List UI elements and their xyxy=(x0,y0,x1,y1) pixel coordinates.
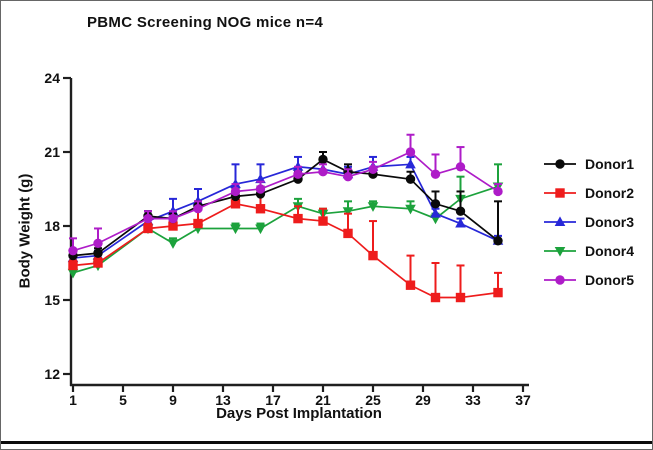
donor4-triangle-down-icon xyxy=(544,246,576,257)
legend: Donor1 Donor2 Donor3 Donor4 Donor5 xyxy=(542,149,634,294)
data-point-donor5 xyxy=(168,213,178,224)
data-point-donor5 xyxy=(493,186,503,197)
data-point-donor5 xyxy=(405,147,416,157)
data-point-donor1 xyxy=(318,154,328,165)
data-point-donor5 xyxy=(455,162,466,172)
data-point-donor2 xyxy=(343,228,353,239)
y-tick-label: 15 xyxy=(44,292,60,308)
donor2-square-icon xyxy=(544,187,576,198)
y-tick-label: 24 xyxy=(44,70,60,86)
series-donor1 xyxy=(68,151,503,261)
donor5-circle-icon xyxy=(544,274,576,285)
y-tick-label: 12 xyxy=(44,366,60,382)
donor1-circle-icon xyxy=(544,158,576,169)
data-point-donor4 xyxy=(67,268,79,279)
legend-item-donor4: Donor4 xyxy=(542,236,634,265)
data-point-donor2 xyxy=(230,199,241,209)
data-point-donor5 xyxy=(255,184,266,194)
data-point-donor2 xyxy=(293,213,303,224)
x-tick-label: 21 xyxy=(315,392,331,408)
data-point-donor2 xyxy=(368,250,378,261)
x-tick-label: 1 xyxy=(69,392,77,408)
legend-symbol-donor3 xyxy=(554,215,566,226)
data-point-donor5 xyxy=(193,204,203,214)
data-point-donor2 xyxy=(430,292,441,303)
data-point-donor5 xyxy=(68,245,78,256)
x-tick-label: 5 xyxy=(119,392,127,408)
bottom-rule xyxy=(1,441,652,444)
data-point-donor3 xyxy=(405,158,416,169)
legend-symbol-donor2 xyxy=(555,187,565,198)
data-point-donor3 xyxy=(455,217,466,228)
chart-title: PBMC Screening NOG mice n=4 xyxy=(87,14,324,31)
legend-label-donor3: Donor3 xyxy=(585,213,634,230)
data-point-donor1 xyxy=(493,236,503,246)
y-tick-label: 18 xyxy=(44,218,60,234)
data-point-donor5 xyxy=(368,164,378,174)
data-point-donor2 xyxy=(93,258,103,268)
data-point-donor2 xyxy=(255,204,266,214)
data-point-donor5 xyxy=(93,238,103,248)
data-point-donor5 xyxy=(343,171,353,182)
data-point-donor5 xyxy=(318,167,328,177)
data-point-donor1 xyxy=(93,248,103,258)
legend-item-donor2: Donor2 xyxy=(542,178,634,207)
data-point-donor4 xyxy=(255,224,266,235)
data-point-donor4 xyxy=(342,207,354,217)
data-point-donor3 xyxy=(430,208,441,218)
x-tick-label: 29 xyxy=(415,392,431,408)
data-point-donor2 xyxy=(455,292,466,303)
data-point-donor4 xyxy=(405,204,416,215)
legend-label-donor2: Donor2 xyxy=(585,184,634,201)
legend-item-donor1: Donor1 xyxy=(542,149,634,178)
x-tick-label: 17 xyxy=(265,392,281,408)
x-tick-label: 13 xyxy=(215,392,231,408)
data-point-donor5 xyxy=(230,186,241,197)
legend-item-donor3: Donor3 xyxy=(542,207,634,236)
data-point-donor5 xyxy=(293,169,303,179)
data-point-donor1 xyxy=(430,199,441,209)
data-point-donor1 xyxy=(405,174,416,184)
data-point-donor2 xyxy=(318,216,328,226)
legend-symbol-donor1 xyxy=(555,158,565,169)
data-point-donor4 xyxy=(367,202,379,212)
legend-item-donor5: Donor5 xyxy=(542,265,634,294)
legend-label-donor1: Donor1 xyxy=(585,155,634,172)
x-tick-label: 9 xyxy=(169,392,177,408)
donor3-triangle-up-icon xyxy=(544,215,576,226)
data-point-donor4 xyxy=(230,224,241,235)
data-point-donor1 xyxy=(455,206,466,216)
y-tick-label: 21 xyxy=(44,144,60,160)
x-axis-label: Days Post Implantation xyxy=(216,405,382,422)
legend-label-donor5: Donor5 xyxy=(585,271,634,288)
data-point-donor2 xyxy=(493,287,503,298)
legend-label-donor4: Donor4 xyxy=(585,242,634,259)
legend-symbol-donor4 xyxy=(554,246,566,257)
x-tick-label: 33 xyxy=(465,392,481,408)
data-point-donor5 xyxy=(143,213,153,224)
data-point-donor2 xyxy=(168,221,178,231)
x-tick-label: 25 xyxy=(365,392,381,408)
x-tick-label: 37 xyxy=(515,392,531,408)
data-point-donor4 xyxy=(167,239,179,249)
data-point-donor2 xyxy=(405,280,416,290)
data-point-donor2 xyxy=(193,218,203,229)
data-point-donor2 xyxy=(68,260,78,271)
legend-symbol-donor5 xyxy=(555,274,565,285)
series-donor5 xyxy=(68,133,503,256)
series-donor4 xyxy=(67,163,504,279)
data-point-donor2 xyxy=(143,223,153,234)
data-point-donor5 xyxy=(430,169,441,179)
